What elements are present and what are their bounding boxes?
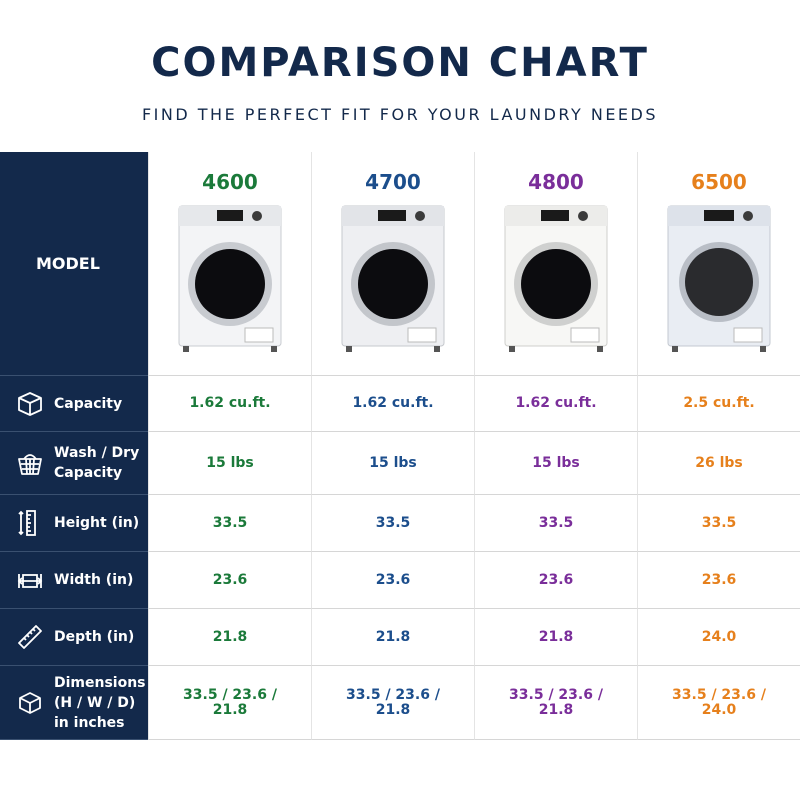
width-value: 23.6 — [148, 552, 311, 609]
model-column-4600: 4600 — [148, 152, 311, 376]
page-title: COMPARISON CHART — [151, 40, 649, 86]
row-label-wash-dry-capacity: Wash / Dry Capacity — [0, 432, 148, 495]
comparison-table: MODEL 4600 4700 4800 — [0, 152, 800, 740]
row-label-dimensions: Dimensions (H / W / D) in inches — [0, 666, 148, 740]
width-value: 23.6 — [311, 552, 474, 609]
capacity-value: 1.62 cu.ft. — [474, 376, 637, 432]
washer-image — [178, 205, 282, 352]
model-name: 6500 — [691, 170, 747, 194]
capacity-value: 1.62 cu.ft. — [148, 376, 311, 432]
washer-image — [667, 205, 771, 352]
dimensions-text: 33.5 / 23.6 / 21.8 — [509, 686, 603, 718]
model-column-6500: 6500 — [637, 152, 800, 376]
height-value: 33.5 — [637, 495, 800, 552]
page-subtitle: FIND THE PERFECT FIT FOR YOUR LAUNDRY NE… — [141, 105, 659, 124]
wash-dry-value: 15 lbs — [474, 432, 637, 495]
dimensions-value: 33.5 / 23.6 / 21.8 — [311, 666, 474, 740]
depth-value: 21.8 — [474, 609, 637, 666]
row-label-capacity: Capacity — [0, 376, 148, 432]
dimensions-value: 33.5 / 23.6 / 21.8 — [474, 666, 637, 740]
row-label-text: Width (in) — [54, 572, 134, 588]
wash-dry-value: 26 lbs — [637, 432, 800, 495]
model-column-4700: 4700 — [311, 152, 474, 376]
height-value: 33.5 — [474, 495, 637, 552]
dimensions-text: 33.5 / 23.6 / 21.8 — [183, 686, 277, 718]
row-label-depth: Depth (in) — [0, 609, 148, 666]
capacity-value: 2.5 cu.ft. — [637, 376, 800, 432]
row-label-text: Height (in) — [54, 515, 140, 531]
model-name: 4600 — [202, 170, 258, 194]
diagonal-ruler-icon — [18, 625, 42, 649]
row-label-width: Width (in) — [0, 552, 148, 609]
capacity-value: 1.62 cu.ft. — [311, 376, 474, 432]
washer-image — [504, 205, 608, 352]
height-value: 33.5 — [311, 495, 474, 552]
dimensions-text: 33.5 / 23.6 / 21.8 — [346, 686, 440, 718]
model-column-4800: 4800 — [474, 152, 637, 376]
row-label-text: Capacity — [54, 395, 123, 412]
row-label-height: Height (in) — [0, 495, 148, 552]
width-measure-icon — [17, 574, 43, 588]
model-name: 4700 — [365, 170, 421, 194]
row-label-text: Dimensions (H / W / D) in inches — [54, 674, 146, 731]
width-value: 23.6 — [474, 552, 637, 609]
dimensions-text: 33.5 / 23.6 / 24.0 — [672, 686, 766, 718]
height-value: 33.5 — [148, 495, 311, 552]
depth-value: 24.0 — [637, 609, 800, 666]
depth-value: 21.8 — [311, 609, 474, 666]
row-label-text: Depth (in) — [54, 629, 135, 645]
model-name: 4800 — [528, 170, 584, 194]
dimensions-value: 33.5 / 23.6 / 21.8 — [148, 666, 311, 740]
box-icon — [18, 391, 42, 416]
laundry-basket-icon — [18, 454, 42, 475]
dimensions-cube-icon — [19, 691, 41, 714]
washer-image — [341, 205, 445, 352]
row-label-text: Wash / Dry Capacity — [54, 445, 140, 481]
depth-value: 21.8 — [148, 609, 311, 666]
width-value: 23.6 — [637, 552, 800, 609]
model-label: MODEL — [0, 152, 148, 376]
wash-dry-value: 15 lbs — [148, 432, 311, 495]
wash-dry-value: 15 lbs — [311, 432, 474, 495]
vertical-ruler-icon — [18, 510, 36, 536]
dimensions-value: 33.5 / 23.6 / 24.0 — [637, 666, 800, 740]
